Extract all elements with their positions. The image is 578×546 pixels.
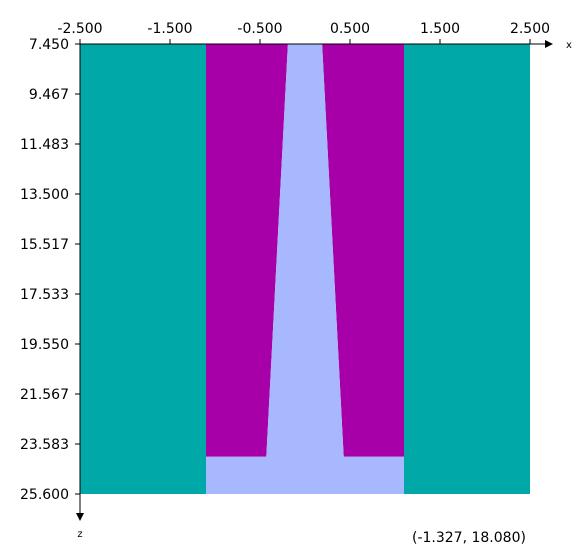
region-core (206, 44, 404, 494)
x-tick-label: 1.500 (420, 21, 460, 37)
x-tick-label: 2.500 (510, 21, 550, 37)
region-taper-right (322, 44, 404, 457)
z-tick-label: 11.483 (20, 137, 69, 153)
x-axis-label: x (566, 40, 572, 51)
x-axis-arrow (545, 40, 553, 48)
regions-layer (80, 44, 530, 494)
region-cladding-left (80, 44, 206, 494)
region-taper-left (206, 44, 288, 457)
z-tick-label: 7.450 (29, 37, 69, 53)
z-tick-label: 15.517 (20, 237, 69, 253)
z-tick-label: 19.550 (20, 337, 69, 353)
z-axis-arrow (76, 513, 84, 521)
z-tick-label: 23.583 (20, 437, 69, 453)
x-tick-label: 0.500 (330, 21, 370, 37)
x-tick-label: -2.500 (57, 21, 102, 37)
z-tick-label: 17.533 (20, 287, 69, 303)
z-tick-label: 9.467 (29, 87, 69, 103)
z-axis-label: z (77, 529, 82, 540)
z-tick-label: 13.500 (20, 187, 69, 203)
z-tick-label: 21.567 (20, 387, 69, 403)
cursor-coordinate-readout: (-1.327, 18.080) (412, 530, 526, 546)
z-tick-label: 25.600 (20, 487, 69, 503)
x-tick-label: -1.500 (147, 21, 192, 37)
axes-layer: x -2.500 -1.500 -0.500 0.500 1.500 2.500 z 7.450… (20, 21, 572, 540)
x-tick-label: -0.500 (237, 21, 282, 37)
region-cladding-right (404, 44, 530, 494)
